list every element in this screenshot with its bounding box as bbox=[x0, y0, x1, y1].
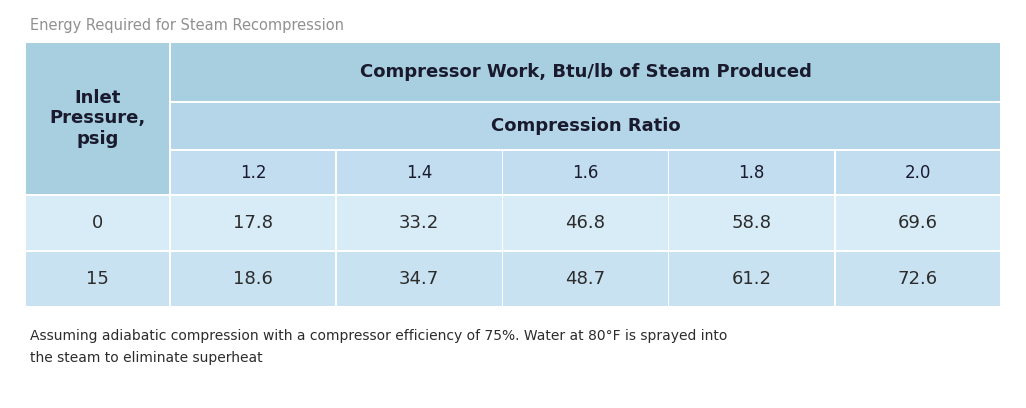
Bar bbox=[337, 196, 502, 250]
Text: 1.8: 1.8 bbox=[739, 164, 765, 182]
Bar bbox=[669, 252, 834, 306]
Bar bbox=[170, 43, 1000, 101]
Bar bbox=[337, 252, 502, 306]
Text: 69.6: 69.6 bbox=[898, 214, 938, 232]
Text: 17.8: 17.8 bbox=[233, 214, 273, 232]
Text: 0: 0 bbox=[92, 214, 104, 232]
Text: 33.2: 33.2 bbox=[399, 214, 439, 232]
Text: 58.8: 58.8 bbox=[732, 214, 772, 232]
Bar bbox=[170, 252, 336, 306]
Bar bbox=[503, 252, 668, 306]
Text: 1.4: 1.4 bbox=[406, 164, 433, 182]
Bar bbox=[503, 151, 668, 194]
Bar bbox=[835, 151, 1000, 194]
Text: Energy Required for Steam Recompression: Energy Required for Steam Recompression bbox=[30, 18, 344, 33]
Text: 1.6: 1.6 bbox=[573, 164, 599, 182]
Text: 61.2: 61.2 bbox=[732, 270, 772, 288]
Bar bbox=[337, 151, 502, 194]
Text: Compressor Work, Btu/lb of Steam Produced: Compressor Work, Btu/lb of Steam Produce… bbox=[359, 63, 812, 81]
Text: 18.6: 18.6 bbox=[233, 270, 273, 288]
Bar bbox=[669, 151, 834, 194]
Bar bbox=[26, 252, 169, 306]
Text: 2.0: 2.0 bbox=[905, 164, 931, 182]
Bar bbox=[26, 196, 169, 250]
Bar bbox=[25, 41, 1001, 308]
Bar bbox=[669, 196, 834, 250]
Bar bbox=[26, 43, 169, 194]
Text: 72.6: 72.6 bbox=[898, 270, 938, 288]
Text: Assuming adiabatic compression with a compressor efficiency of 75%. Water at 80°: Assuming adiabatic compression with a co… bbox=[30, 329, 727, 365]
Bar bbox=[170, 103, 1000, 149]
Text: Inlet
Pressure,
psig: Inlet Pressure, psig bbox=[49, 89, 146, 148]
Text: Compression Ratio: Compression Ratio bbox=[490, 117, 680, 135]
Text: 34.7: 34.7 bbox=[399, 270, 439, 288]
Bar bbox=[503, 196, 668, 250]
Text: 15: 15 bbox=[86, 270, 109, 288]
Bar bbox=[835, 196, 1000, 250]
Bar bbox=[170, 151, 336, 194]
Bar bbox=[170, 196, 336, 250]
Text: 46.8: 46.8 bbox=[565, 214, 605, 232]
Text: 1.2: 1.2 bbox=[240, 164, 267, 182]
Bar bbox=[835, 252, 1000, 306]
Text: 48.7: 48.7 bbox=[565, 270, 605, 288]
